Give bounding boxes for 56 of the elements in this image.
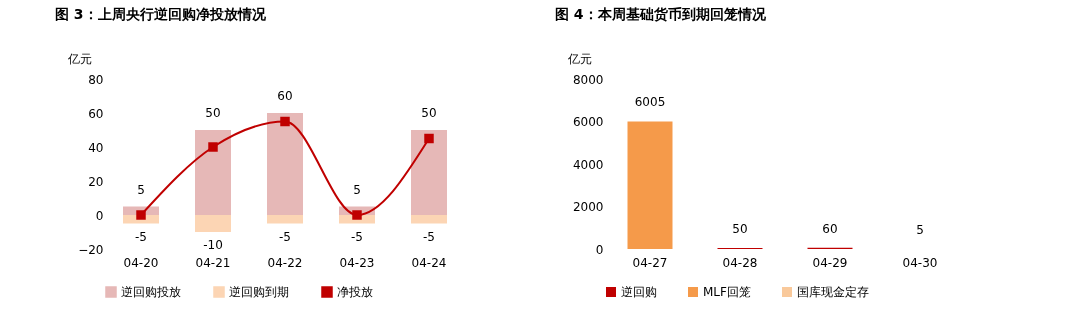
y-tick-label: 8000 [572,72,604,87]
legend-label: 逆回购到期 [229,285,289,299]
y-tick-label: 0 [95,208,104,223]
y-tick-label: −20 [78,242,104,257]
legend-label: 逆回购 [621,285,657,299]
data-label: 60 [277,89,293,103]
point [280,116,290,127]
data-label: -10 [203,238,223,252]
y-tick-label: 2000 [572,200,604,214]
y-tick-label: 40 [88,140,104,155]
bar [627,121,673,249]
x-tick-label: 04-23 [339,255,375,270]
x-tick-label: 04-27 [632,255,668,270]
y-tick-label: 80 [88,72,104,87]
data-label: -5 [279,229,291,244]
y-tick-label: 60 [88,106,104,121]
x-tick-label: 04-30 [902,255,938,270]
total-label: 5 [916,222,924,237]
legend-label: 国库现金定存 [797,285,869,299]
point [352,210,362,220]
data-label: 5 [353,182,361,197]
x-tick-label: 04-24 [411,255,447,270]
bar [411,130,447,215]
chart-title: 图 4：本周基础货币到期回笼情况 [555,6,767,22]
x-tick-label: 04-21 [195,255,231,270]
chart-title: 图 3：上周央行逆回购净投放情况 [55,6,267,22]
y-tick-label: 20 [88,174,104,189]
point [136,210,146,220]
y-tick-label: 4000 [572,157,604,172]
data-label: -5 [423,229,435,244]
bar [195,130,231,215]
y-tick-label: 6000 [572,115,604,129]
x-tick-label: 04-29 [812,255,848,270]
data-label: -5 [351,229,363,244]
total-label: 60 [822,221,838,236]
bar [195,215,231,232]
data-label: 50 [421,106,437,120]
point [424,133,434,144]
legend-label: 逆回购投放 [121,285,181,299]
legend-label: MLF回笼 [703,285,751,299]
data-label: 50 [205,106,221,120]
x-tick-label: 04-22 [267,255,303,270]
y-axis-title: 亿元 [66,51,92,66]
bar [267,215,303,224]
y-tick-label: 0 [595,242,604,257]
bar [411,215,447,224]
legend-label: 净投放 [337,285,373,299]
point [208,142,218,152]
x-tick-label: 04-20 [123,255,159,270]
x-tick-label: 04-28 [722,255,758,270]
data-label: 5 [137,182,145,197]
data-label: -5 [135,229,147,244]
bar [267,113,303,215]
total-label: 6005 [634,95,666,110]
y-axis-title: 亿元 [566,51,592,66]
total-label: 50 [732,221,748,236]
